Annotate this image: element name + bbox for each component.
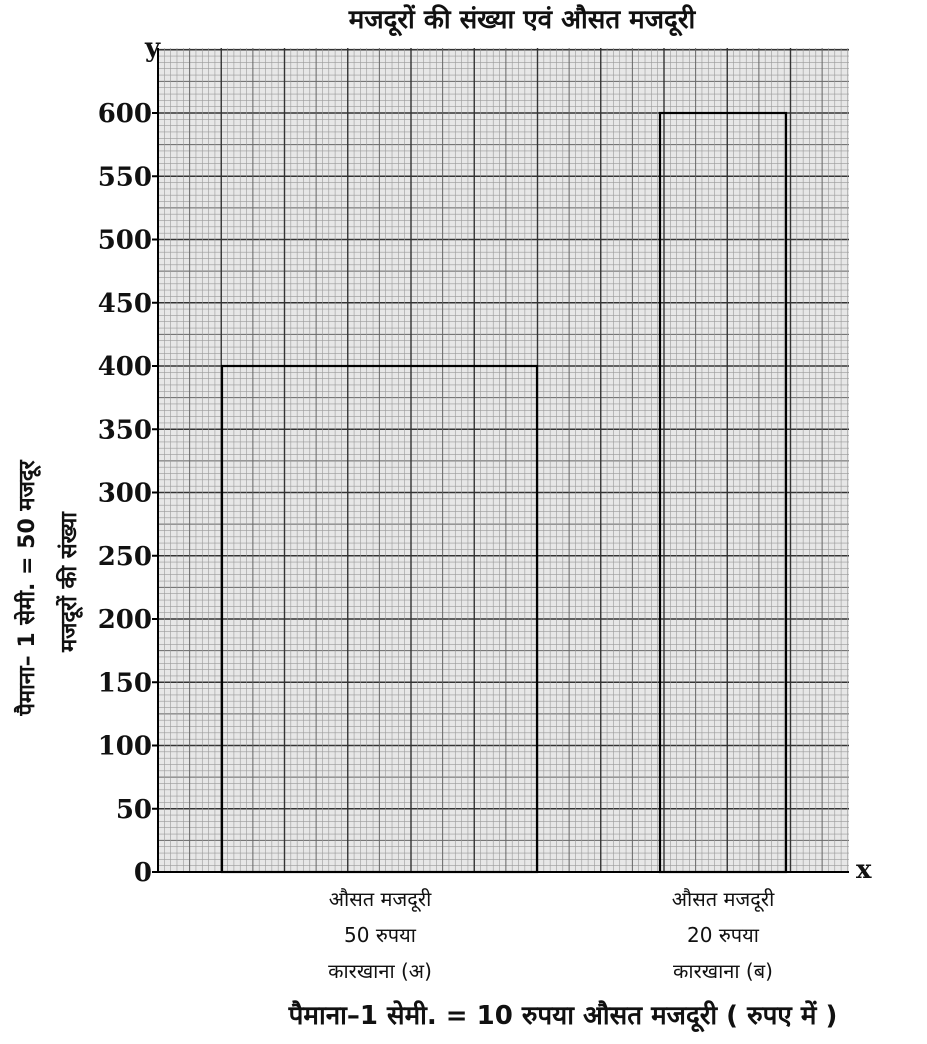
y-tick-label: 50 (116, 795, 152, 825)
y-tick-label: 150 (98, 668, 152, 698)
y-axis-letter: y (144, 33, 161, 63)
y-tick-label: 300 (98, 479, 152, 509)
y-tick-label: 550 (98, 162, 152, 192)
axes (152, 48, 849, 873)
x-category-label: कारखाना (अ) (328, 959, 432, 983)
y-scale-note: पैमाना– 1 सेमी. = 50 मजदूर (13, 459, 42, 716)
y-tick-label: 500 (98, 226, 152, 256)
labels: 0 50 100 150 200 250 300 350 400 450 500 550 600 y x मज… (13, 4, 872, 1033)
y-tick-label: 450 (98, 289, 152, 319)
y-tick-label: 350 (98, 415, 152, 445)
y-tick-label: 250 (98, 542, 152, 572)
y-tick-label: 200 (98, 605, 152, 635)
x-category-label: 50 रुपया (344, 923, 417, 947)
x-category-label: औसत मजदूरी (329, 887, 432, 912)
x-category-label: औसत मजदूरी (672, 887, 775, 912)
x-axis-letter: x (856, 855, 872, 885)
chart-title: मजदूरों की संख्या एवं औसत मजदूरी (348, 4, 697, 37)
x-category-label: 20 रुपया (687, 923, 760, 947)
y-tick-label: 100 (98, 732, 152, 762)
y-tick-label: 0 (134, 858, 152, 888)
graph-paper-grid (157, 48, 849, 873)
x-scale-note: पैमाना–1 सेमी. = 10 रुपया औसत मजदूरी ( र… (288, 1000, 838, 1033)
y-axis-label: मजदूरों की संख्या (55, 511, 84, 653)
x-category-label: कारखाना (ब) (673, 959, 773, 983)
y-tick-label: 400 (98, 352, 152, 382)
graph-paper (158, 48, 849, 872)
y-tick-label: 600 (98, 99, 152, 129)
